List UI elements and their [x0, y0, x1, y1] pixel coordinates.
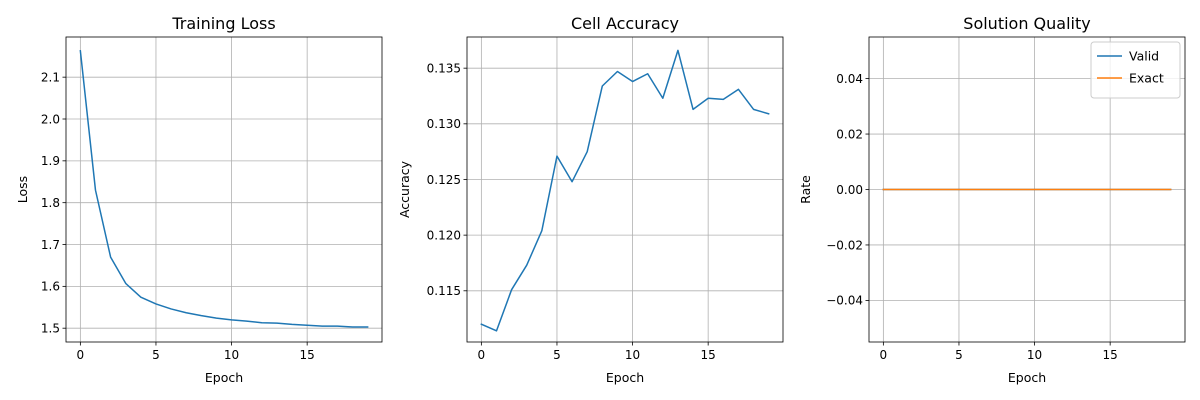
x-tick-label: 0 [478, 348, 486, 362]
y-tick-label: 0.130 [427, 117, 461, 131]
chart-title: Solution Quality [963, 14, 1090, 33]
x-tick-label: 10 [224, 348, 239, 362]
x-axis-label: Epoch [1008, 370, 1046, 385]
y-tick-label: 0.00 [836, 183, 863, 197]
chart-title: Cell Accuracy [571, 14, 679, 33]
x-tick-label: 15 [701, 348, 716, 362]
x-axis-label: Epoch [606, 370, 644, 385]
x-tick-label: 5 [553, 348, 561, 362]
chart-3: 0 5 10 15 −0.04 −0.02 0.00 0.02 0.04 Solution Qua… [798, 14, 1186, 385]
y-tick-label: 1.6 [41, 280, 60, 294]
legend-label-valid: Valid [1129, 49, 1159, 64]
x-tick-label: 5 [955, 348, 963, 362]
y-tick-label: 1.5 [41, 321, 60, 335]
chart-2: 0 5 10 15 0.115 0.120 0.125 0.130 0.135 Cell Accu… [397, 14, 784, 385]
series-line-1 [480, 49, 770, 332]
axes-frame [65, 36, 383, 343]
y-axis-label: Accuracy [397, 160, 412, 218]
y-tick-label: 0.120 [427, 228, 461, 242]
legend-label-exact: Exact [1129, 71, 1164, 86]
y-tick-label: 1.7 [41, 238, 60, 252]
y-tick-label: 2.0 [41, 112, 60, 126]
y-tick-label: −0.04 [826, 294, 863, 308]
y-tick-label: 0.115 [427, 284, 461, 298]
chart-1: 0 5 10 15 1.5 1.6 1.7 1.8 1.9 2.0 2.1 Training Loss… [15, 14, 383, 385]
y-axis-label: Loss [15, 176, 30, 203]
series-line-1 [79, 49, 369, 328]
x-tick-label: 10 [625, 348, 640, 362]
x-tick-label: 0 [77, 348, 85, 362]
x-tick-label: 10 [1027, 348, 1042, 362]
x-tick-label: 15 [1103, 348, 1118, 362]
y-tick-label: 0.135 [427, 61, 461, 75]
y-tick-label: 2.1 [41, 70, 60, 84]
y-axis-label: Rate [798, 175, 813, 204]
x-tick-label: 15 [300, 348, 315, 362]
x-tick-label: 5 [152, 348, 160, 362]
x-tick-label: 0 [880, 348, 888, 362]
chart-title: Training Loss [171, 14, 275, 33]
x-axis-label: Epoch [205, 370, 243, 385]
y-tick-label: 0.125 [427, 173, 461, 187]
y-tick-label: 0.02 [836, 127, 863, 141]
y-tick-label: 1.8 [41, 196, 60, 210]
axes-frame [466, 36, 784, 343]
legend: Valid Exact [1090, 41, 1181, 99]
y-tick-label: 1.9 [41, 154, 60, 168]
y-tick-label: 0.04 [836, 72, 863, 86]
y-tick-label: −0.02 [826, 238, 863, 252]
